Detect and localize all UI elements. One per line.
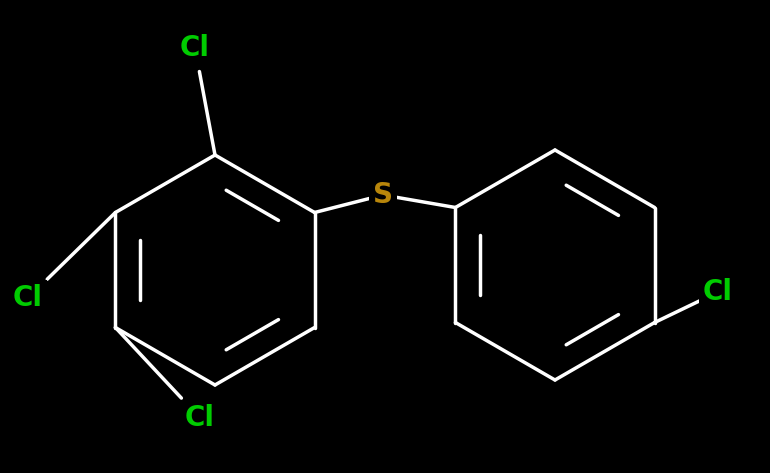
Text: Cl: Cl (13, 284, 43, 312)
Text: Cl: Cl (185, 404, 215, 432)
Text: Cl: Cl (703, 278, 733, 306)
Text: Cl: Cl (180, 34, 210, 62)
Text: S: S (373, 181, 393, 209)
